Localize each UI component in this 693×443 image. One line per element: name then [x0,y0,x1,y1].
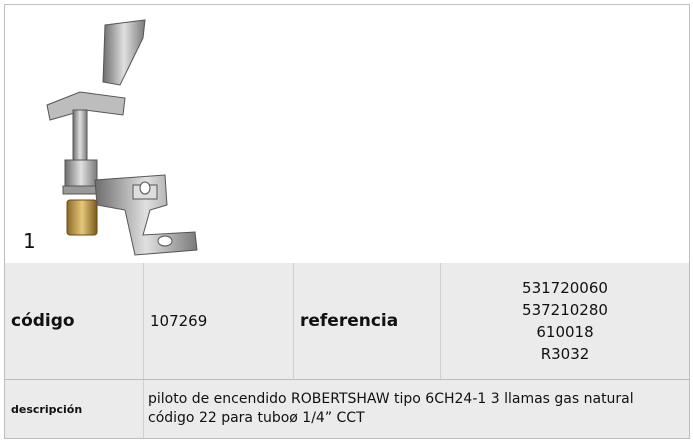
description-line: piloto de encendido ROBERTSHAW tipo 6CH2… [148,391,634,407]
product-image [46,19,198,256]
table-row: código 107269 referencia 531720060 53721… [5,263,689,380]
reference: 537210280 [522,301,608,319]
reference: 531720060 [522,279,608,297]
table-row: descripción piloto de encendido ROBERTSH… [5,380,689,438]
image-label: 1 [23,229,36,253]
field-value: 107269 [144,263,294,379]
description-line: código 22 para tuboø 1/4” CCT [148,410,365,426]
field-label: código [5,263,144,379]
reference: R3032 [540,345,590,363]
reference-list: 531720060 537210280 610018 R3032 [441,263,689,379]
description: piloto de encendido ROBERTSHAW tipo 6CH2… [144,380,689,438]
field-label: descripción [5,380,144,438]
image-cell: 1 [5,5,689,264]
reference: 610018 [536,323,594,341]
product-sheet: 1 código 107269 referencia 531720060 537… [4,4,690,439]
field-label: referencia [294,263,441,379]
